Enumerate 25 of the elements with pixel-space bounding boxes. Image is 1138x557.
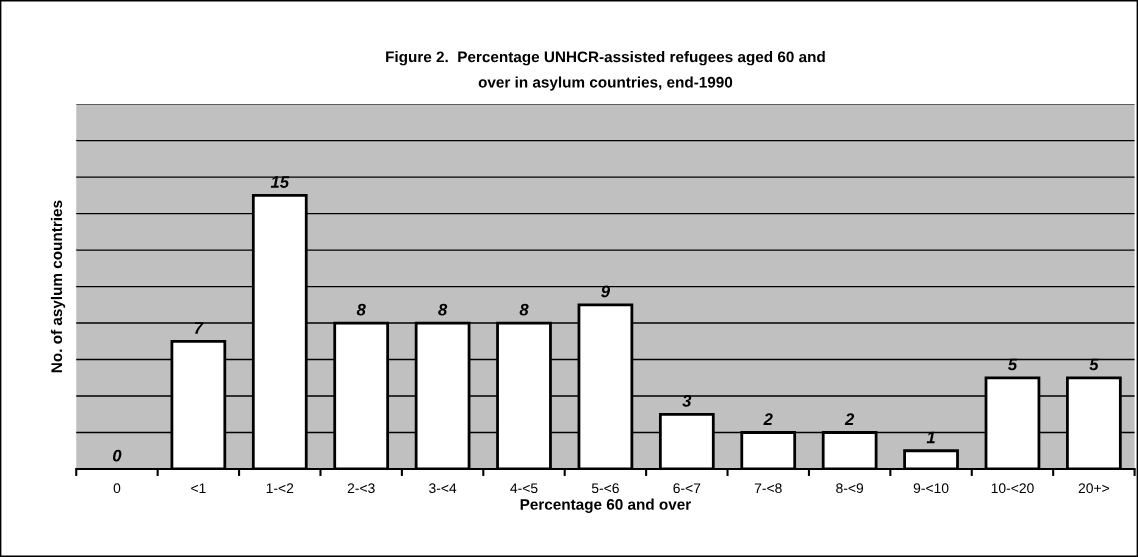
data-label: 15: [270, 176, 290, 188]
chart-title: Figure 2. Percentage UNHCR-assisted refugees aged 60 and over in asylum countries, end-1990: [386, 51, 825, 91]
x-tick-label: <1: [191, 483, 206, 493]
x-tick-label: 7-<8: [754, 483, 782, 494]
data-label: 8: [519, 303, 529, 316]
x-tick-label: 9-<10: [913, 483, 949, 494]
x-tick-label: 3-<4: [429, 483, 457, 494]
data-label: 2: [844, 413, 855, 425]
x-tick-label: 6-<7: [673, 483, 701, 494]
x-axis-title: Percentage 60 and over: [520, 498, 691, 513]
x-tick-label: 0: [113, 483, 121, 494]
x-tick-label: 5-<6: [591, 483, 619, 494]
y-axis-title: No. of asylum countries: [50, 200, 66, 373]
x-tick-label: 10-<20: [991, 483, 1034, 494]
data-label: 7: [194, 322, 204, 334]
x-tick-label: 4-<5: [510, 483, 538, 494]
data-label: 2: [763, 413, 773, 425]
x-tick-label: 2-<3: [347, 483, 375, 494]
data-label: 3: [682, 395, 692, 407]
data-label: 8: [356, 303, 366, 316]
data-label: 8: [438, 303, 448, 316]
x-tick-label: 8-<9: [836, 483, 864, 494]
data-label: 0: [113, 449, 122, 462]
x-tick-label: 20+>: [1078, 483, 1110, 494]
x-tick-label: 1-<2: [266, 483, 294, 493]
